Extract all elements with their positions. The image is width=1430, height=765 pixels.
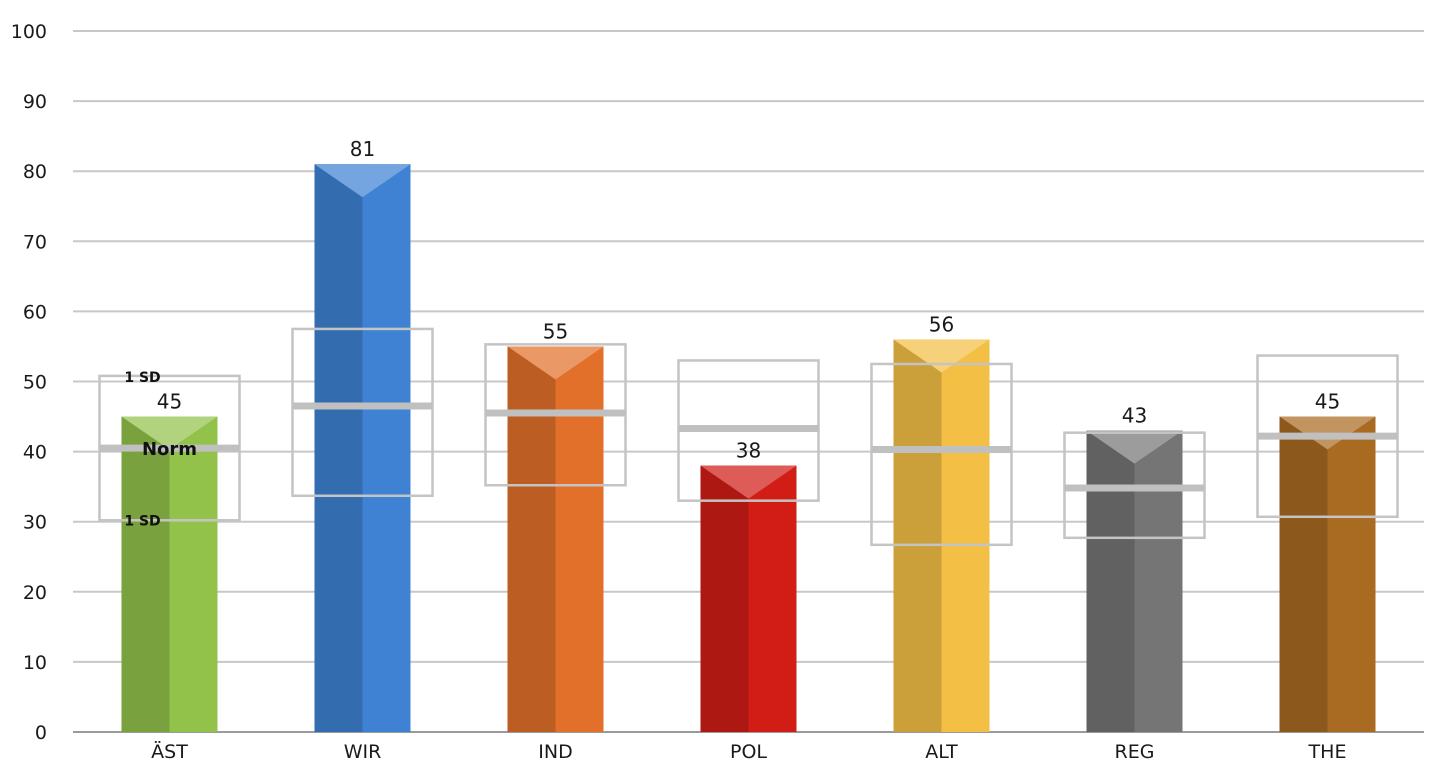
grid-lines — [73, 30, 1424, 733]
bar-left-face — [1086, 430, 1135, 732]
value-labels: 45 81 55 38 56 43 45 — [157, 137, 1340, 462]
y-tick-label: 30 — [23, 512, 47, 534]
bar — [169, 416, 218, 732]
value-label: 43 — [1122, 404, 1147, 428]
bar — [555, 346, 604, 732]
bars — [121, 164, 1376, 732]
bar-top-facet — [314, 164, 411, 198]
value-label: 38 — [736, 439, 761, 463]
sd-upper-annotation: 1 SD — [124, 370, 160, 386]
value-label: 45 — [1315, 390, 1340, 414]
category-label: ALT — [925, 741, 958, 763]
category-label: WIR — [344, 741, 382, 763]
y-tick-label: 100 — [11, 21, 47, 43]
sd-boxes — [98, 327, 1399, 547]
bar-left-face — [1279, 416, 1328, 732]
value-label: 55 — [543, 319, 568, 343]
y-tick-label: 80 — [23, 161, 47, 183]
value-label: 56 — [929, 312, 954, 336]
y-tick-label: 0 — [35, 722, 47, 744]
y-tick-label: 20 — [23, 582, 47, 604]
sd-lower-annotation: 1 SD — [124, 513, 160, 529]
bar-top-facet — [121, 416, 218, 450]
norm-annotation: Norm — [142, 439, 197, 460]
value-label: 45 — [157, 390, 182, 414]
bar — [941, 339, 990, 732]
bar-left-face — [507, 346, 556, 732]
y-tick-label: 40 — [23, 442, 47, 464]
bar — [362, 164, 411, 732]
y-tick-label: 10 — [23, 652, 47, 674]
bar-top-facet — [1086, 430, 1183, 464]
annotations: Norm 1 SD 1 SD — [124, 370, 197, 529]
bar — [1327, 416, 1376, 732]
value-label: 81 — [350, 137, 375, 161]
bar-top-facet — [893, 339, 990, 373]
sd-box — [870, 362, 1013, 547]
y-tick-label: 90 — [23, 91, 47, 113]
y-axis-ticks: 0 10 20 30 40 50 60 70 80 90 100 — [11, 21, 47, 744]
bar-top-facet — [507, 346, 604, 380]
y-tick-label: 60 — [23, 301, 47, 323]
bar-left-face — [893, 339, 942, 732]
category-label: IND — [538, 741, 572, 763]
category-label: REG — [1115, 741, 1155, 763]
bar — [1134, 430, 1183, 732]
sd-box — [291, 327, 434, 498]
category-label: ÄST — [151, 740, 188, 763]
bar-left-face — [314, 164, 363, 732]
x-axis-labels: ÄST WIR IND POL ALT REG THE — [151, 740, 1346, 763]
category-label: POL — [730, 741, 767, 763]
bar-top-facet — [700, 465, 797, 499]
category-label: THE — [1308, 741, 1347, 763]
bar-left-face — [121, 416, 170, 732]
bar — [748, 465, 797, 732]
y-tick-label: 50 — [23, 372, 47, 394]
y-tick-label: 70 — [23, 231, 47, 253]
bar-left-face — [700, 465, 749, 732]
